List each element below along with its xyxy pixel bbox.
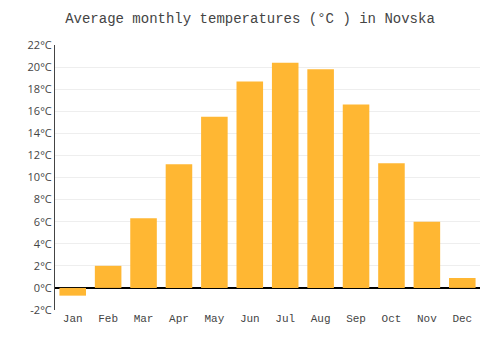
svg-text:18°C: 18°C: [28, 81, 52, 96]
svg-text:Apr: Apr: [169, 313, 189, 325]
svg-text:May: May: [204, 313, 224, 325]
svg-text:Mar: Mar: [134, 313, 154, 325]
svg-text:16°C: 16°C: [28, 103, 52, 118]
svg-text:Average monthly temperatures (: Average monthly temperatures (°C ) in No…: [65, 11, 435, 27]
svg-text:2°C: 2°C: [34, 258, 52, 273]
svg-text:14°C: 14°C: [28, 125, 52, 140]
svg-text:20°C: 20°C: [28, 59, 52, 74]
svg-text:Feb: Feb: [98, 313, 118, 325]
svg-text:0°C: 0°C: [34, 280, 52, 295]
svg-text:Jun: Jun: [240, 313, 260, 325]
svg-text:10°C: 10°C: [28, 169, 52, 184]
svg-text:Aug: Aug: [311, 313, 331, 325]
svg-text:Dec: Dec: [452, 313, 472, 325]
svg-text:8°C: 8°C: [34, 191, 52, 206]
svg-text:Oct: Oct: [382, 313, 402, 325]
svg-text:Nov: Nov: [417, 313, 437, 325]
svg-text:Jan: Jan: [63, 313, 83, 325]
svg-text:6°C: 6°C: [34, 214, 52, 229]
svg-text:12°C: 12°C: [28, 147, 52, 162]
svg-text:22°C: 22°C: [28, 37, 52, 52]
svg-text:Jul: Jul: [275, 313, 295, 325]
svg-text:Sep: Sep: [346, 313, 366, 325]
svg-text:-2°C: -2°C: [30, 302, 52, 317]
svg-text:4°C: 4°C: [34, 236, 52, 251]
